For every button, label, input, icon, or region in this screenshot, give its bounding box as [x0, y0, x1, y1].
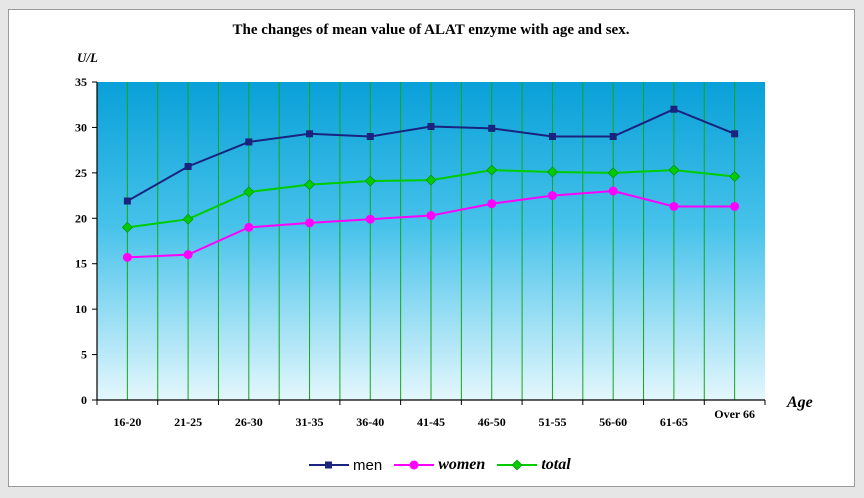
data-point-women	[305, 218, 315, 228]
series-lines	[121, 105, 741, 262]
y-tick-label: 0	[81, 393, 87, 407]
data-point-total	[668, 164, 680, 176]
data-point-total	[547, 166, 558, 178]
chart-frame: The changes of mean value of ALAT enzyme…	[8, 9, 855, 487]
x-tick-label: 61-65	[660, 415, 688, 429]
data-point-men	[731, 130, 739, 138]
x-tick-label: 16-20	[113, 415, 141, 429]
data-point-women	[122, 252, 132, 262]
x-tick-label: 41-45	[417, 415, 445, 429]
data-point-total	[243, 186, 255, 198]
data-point-men	[670, 105, 678, 113]
x-tick-label: Over 66	[714, 407, 755, 421]
data-point-women	[669, 201, 679, 211]
data-point-men	[427, 123, 435, 131]
legend-label-men: men	[353, 456, 383, 474]
data-point-men	[306, 130, 314, 138]
data-point-men	[548, 133, 556, 141]
y-tick-label: 30	[75, 120, 87, 134]
data-point-men	[609, 133, 617, 141]
y-tick-label: 15	[75, 257, 87, 271]
data-point-total	[607, 167, 619, 179]
series-men	[123, 105, 739, 205]
data-point-total	[425, 174, 437, 186]
y-tick-label: 25	[75, 166, 87, 180]
y-tick-labels: 0 5 10 15 20 25 30 35	[75, 75, 87, 407]
axes	[92, 81, 766, 405]
y-tick-label: 20	[75, 211, 87, 225]
y-axis-label: U/L	[77, 50, 98, 65]
x-tick-label: 51-55	[538, 415, 566, 429]
legend-swatch-total	[497, 459, 538, 471]
data-point-men	[123, 197, 131, 205]
x-tick-label: 26-30	[235, 415, 263, 429]
data-point-total	[729, 171, 741, 182]
legend-swatch-men	[309, 461, 349, 469]
x-tick-label: 56-60	[599, 415, 627, 429]
legend-item-women: women	[394, 456, 485, 474]
data-point-women	[183, 250, 193, 260]
data-point-women	[730, 201, 740, 211]
x-tick-label: 46-50	[478, 415, 506, 429]
legend-swatch-women	[394, 460, 435, 470]
data-point-total	[304, 179, 315, 191]
legend: men women total	[309, 456, 583, 474]
data-point-women	[608, 186, 618, 196]
y-tick-label: 35	[75, 75, 87, 89]
data-point-men	[184, 162, 192, 170]
data-point-total	[121, 221, 133, 233]
chart-title: The changes of mean value of ALAT enzyme…	[233, 22, 630, 38]
series-women	[122, 186, 740, 262]
x-tick-label: 36-40	[356, 415, 384, 429]
legend-item-total: total	[497, 456, 571, 474]
y-tick-label: 5	[81, 348, 87, 362]
x-tick-label: 31-35	[296, 415, 324, 429]
x-axis-label: Age	[786, 394, 813, 411]
data-point-men	[366, 133, 374, 141]
data-point-total	[182, 213, 194, 225]
data-point-total	[486, 164, 498, 176]
series-total	[121, 164, 741, 233]
data-point-women	[547, 191, 557, 201]
data-point-men	[245, 138, 253, 146]
data-point-total	[364, 175, 376, 187]
y-tick-label: 10	[75, 302, 87, 316]
x-tick-label: 21-25	[174, 415, 202, 429]
data-point-men	[488, 124, 496, 132]
data-point-women	[244, 222, 254, 232]
data-point-women	[487, 199, 497, 209]
line-chart: The changes of mean value of ALAT enzyme…	[75, 22, 813, 429]
legend-label-total: total	[541, 456, 571, 473]
data-point-women	[365, 214, 375, 224]
legend-item-men: men	[309, 457, 382, 474]
legend-label-women: women	[438, 456, 486, 473]
data-point-women	[426, 211, 436, 221]
x-tick-labels: 16-20 21-25 26-30 31-35 36-40 41-45 46-50 51-55…	[113, 407, 755, 429]
